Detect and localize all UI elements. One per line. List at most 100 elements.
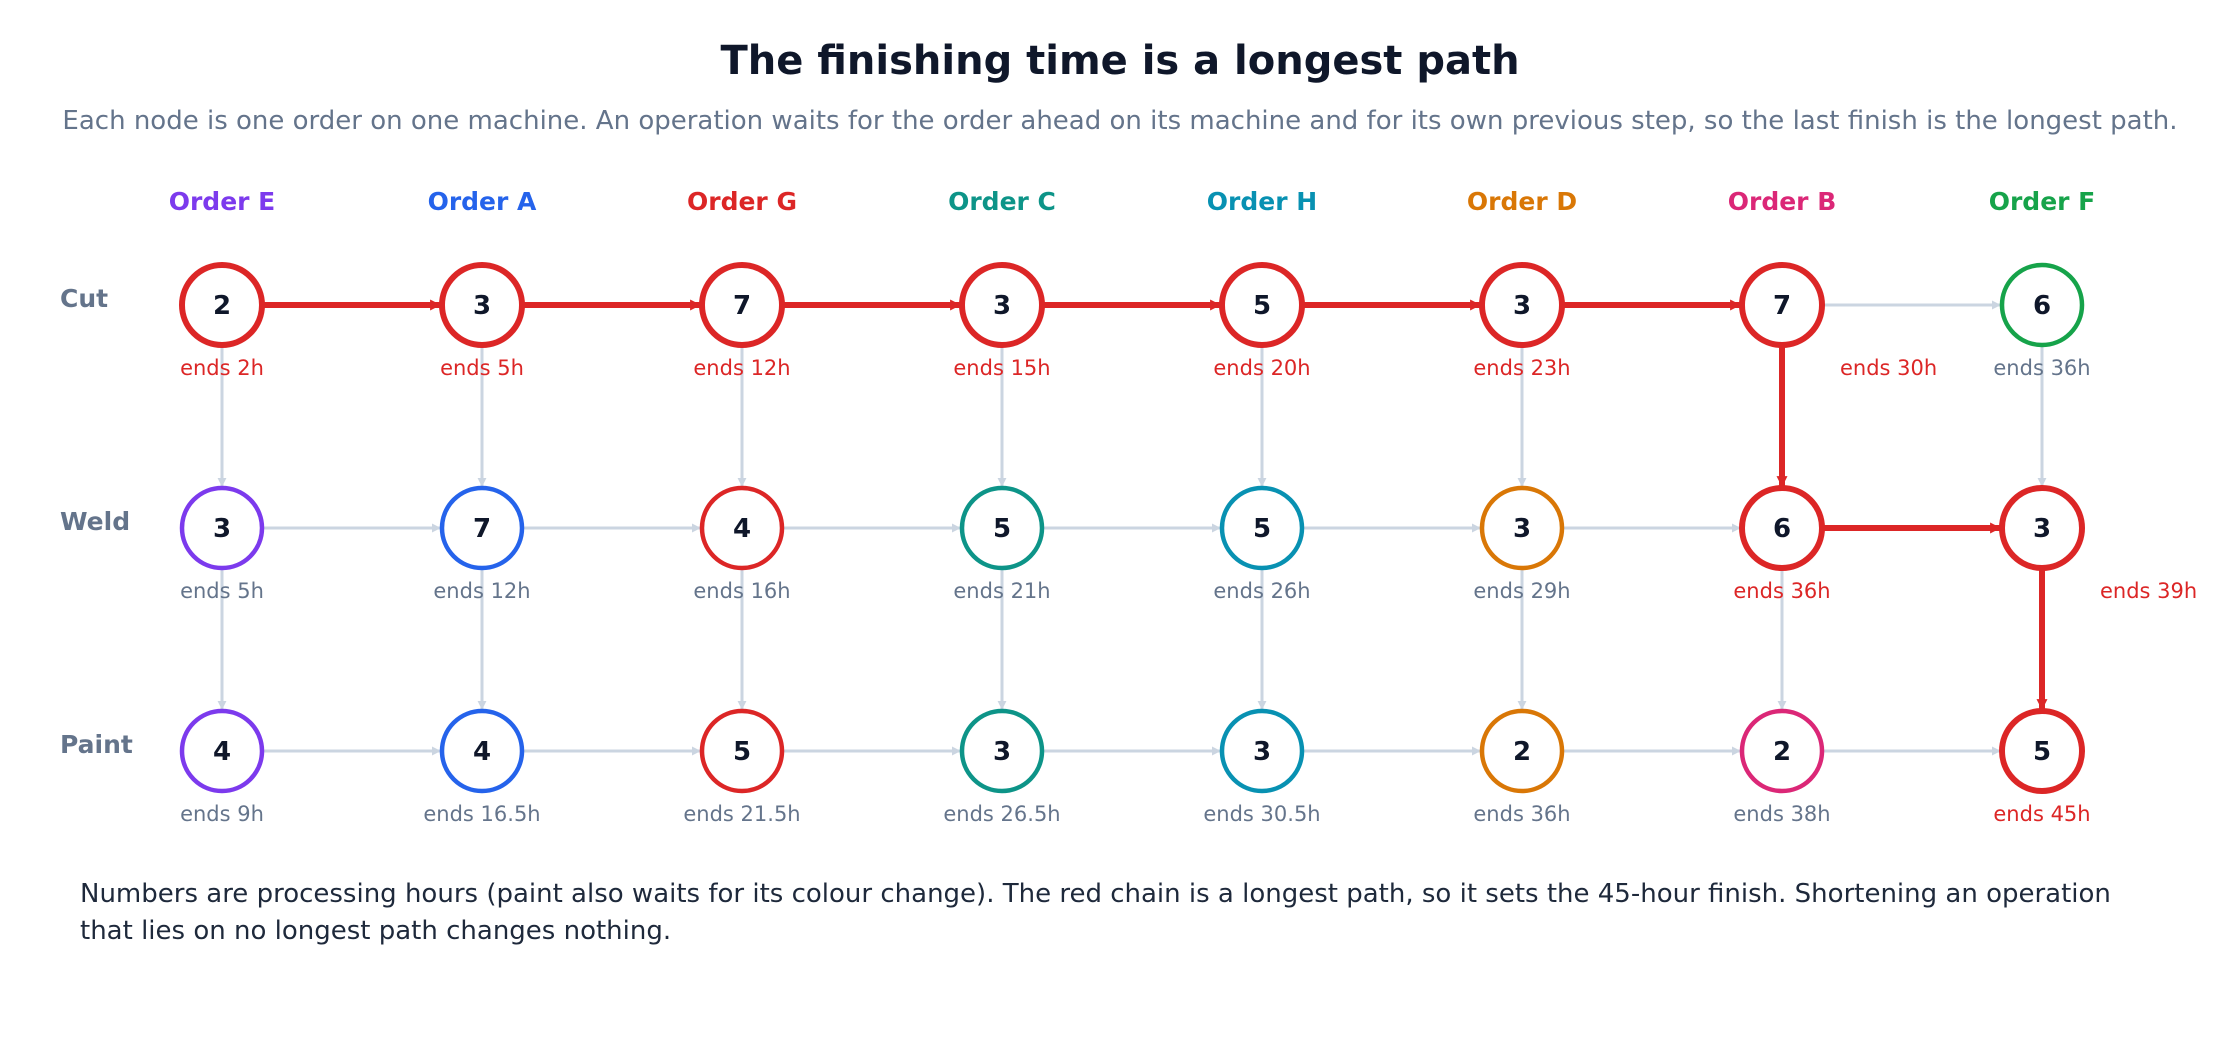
node-circle [1739, 485, 1825, 571]
operation-node: 3 ends 23h [1473, 262, 1571, 380]
node-hours: 5 [993, 514, 1011, 544]
node-circle [1219, 708, 1305, 794]
node-end-time: ends 21h [953, 579, 1050, 603]
page-subtitle: Each node is one order on one machine. A… [62, 106, 2178, 136]
node-end-time: ends 26h [1213, 579, 1310, 603]
node-end-time: ends 5h [180, 579, 264, 603]
operation-node: 4 ends 9h [179, 708, 265, 826]
node-end-time: ends 16h [693, 579, 790, 603]
node-end-time: ends 39h [2100, 579, 2197, 603]
node-end-time: ends 30h [1840, 356, 1937, 380]
node-hours: 6 [1773, 514, 1791, 544]
node-circle [959, 708, 1045, 794]
order-label: Order E [169, 187, 276, 216]
node-circle [959, 485, 1045, 571]
node-hours: 3 [473, 291, 491, 321]
order-label: Order H [1207, 187, 1317, 216]
node-hours: 4 [733, 514, 751, 544]
node-circle [1739, 262, 1825, 348]
node-circle [179, 262, 265, 348]
node-hours: 3 [993, 291, 1011, 321]
node-hours: 3 [213, 514, 231, 544]
edges [217, 299, 2048, 756]
order-label: Order D [1467, 187, 1577, 216]
node-circle [1999, 262, 2085, 348]
node-end-time: ends 12h [693, 356, 790, 380]
order-label: Order F [1989, 187, 2096, 216]
node-hours: 7 [733, 291, 751, 321]
page-title: The finishing time is a longest path [720, 38, 1520, 84]
operation-node: 3 ends 15h [953, 262, 1051, 380]
node-hours: 3 [993, 737, 1011, 767]
operation-node: 2 ends 2h [179, 262, 265, 380]
node-circle [439, 708, 525, 794]
node-hours: 4 [213, 737, 231, 767]
node-hours: 7 [473, 514, 491, 544]
operation-node: 5 ends 20h [1213, 262, 1311, 380]
node-end-time: ends 16.5h [423, 802, 540, 826]
node-end-time: ends 21.5h [683, 802, 800, 826]
order-label: Order C [948, 187, 1056, 216]
operation-node: 7 ends 12h [433, 485, 531, 603]
node-end-time: ends 45h [1993, 802, 2090, 826]
node-end-time: ends 38h [1733, 802, 1830, 826]
operation-node: 3 ends 26.5h [943, 708, 1061, 826]
node-end-time: ends 9h [180, 802, 264, 826]
node-end-time: ends 36h [1993, 356, 2090, 380]
node-hours: 5 [733, 737, 751, 767]
node-hours: 2 [213, 291, 231, 321]
node-end-time: ends 12h [433, 579, 530, 603]
node-circle [439, 262, 525, 348]
order-label: Order A [428, 187, 537, 216]
node-circle [1479, 262, 1565, 348]
node-end-time: ends 23h [1473, 356, 1570, 380]
node-hours: 5 [1253, 291, 1271, 321]
node-hours: 5 [2033, 737, 2051, 767]
order-label: Order G [687, 187, 797, 216]
node-hours: 4 [473, 737, 491, 767]
operation-node: 5 ends 21.5h [683, 708, 801, 826]
node-end-time: ends 36h [1473, 802, 1570, 826]
node-hours: 3 [1253, 737, 1271, 767]
node-end-time: ends 20h [1213, 356, 1310, 380]
operation-node: 7 ends 30h [1739, 262, 1937, 380]
node-end-time: ends 5h [440, 356, 524, 380]
node-end-time: ends 30.5h [1203, 802, 1320, 826]
node-circle [959, 262, 1045, 348]
footnote: Numbers are processing hours (paint also… [80, 879, 2111, 946]
node-hours: 2 [1513, 737, 1531, 767]
node-hours: 7 [1773, 291, 1791, 321]
node-end-time: ends 26.5h [943, 802, 1060, 826]
node-circle [1479, 708, 1565, 794]
node-hours: 6 [2033, 291, 2051, 321]
operation-node: 3 ends 5h [179, 485, 265, 603]
machine-label: Paint [60, 730, 133, 759]
node-circle [1219, 485, 1305, 571]
operation-node: 2 ends 36h [1473, 708, 1571, 826]
operation-node: 6 ends 36h [1733, 485, 1831, 603]
node-circle [1479, 485, 1565, 571]
operation-node: 3 ends 5h [439, 262, 525, 380]
node-hours: 3 [1513, 291, 1531, 321]
node-circle [1999, 485, 2085, 571]
machine-label: Cut [60, 284, 108, 313]
node-end-time: ends 36h [1733, 579, 1830, 603]
operation-node: 5 ends 45h [1993, 708, 2091, 826]
operation-node: 4 ends 16h [693, 485, 791, 603]
node-circle [439, 485, 525, 571]
node-circle [699, 262, 785, 348]
operation-node: 3 ends 30.5h [1203, 708, 1321, 826]
node-hours: 2 [1773, 737, 1791, 767]
node-hours: 3 [1513, 514, 1531, 544]
machine-label: Weld [60, 507, 130, 536]
operation-node: 4 ends 16.5h [423, 708, 541, 826]
node-circle [1999, 708, 2085, 794]
operation-node: 3 ends 39h [1999, 485, 2197, 603]
node-end-time: ends 2h [180, 356, 264, 380]
operation-node: 5 ends 21h [953, 485, 1051, 603]
node-hours: 3 [2033, 514, 2051, 544]
node-end-time: ends 29h [1473, 579, 1570, 603]
operation-node: 6 ends 36h [1993, 262, 2091, 380]
